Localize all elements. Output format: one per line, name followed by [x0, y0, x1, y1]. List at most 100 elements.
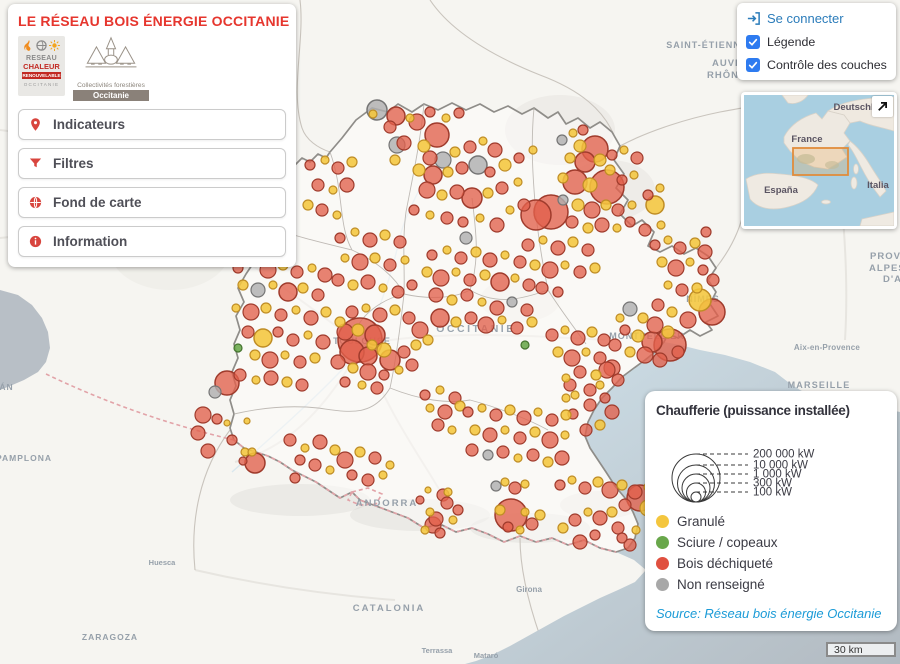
chaufferie-marker[interactable]	[361, 473, 375, 487]
chaufferie-marker[interactable]	[311, 178, 325, 192]
chaufferie-marker[interactable]	[241, 325, 255, 339]
chaufferie-marker[interactable]	[437, 404, 453, 420]
chaufferie-marker[interactable]	[589, 262, 601, 274]
chaufferie-marker[interactable]	[289, 472, 301, 484]
chaufferie-marker[interactable]	[424, 122, 450, 148]
chaufferie-marker[interactable]	[582, 177, 598, 193]
chaufferie-marker[interactable]	[347, 362, 359, 374]
menu-item-filtres[interactable]: Filtres	[18, 148, 286, 179]
chaufferie-marker[interactable]	[366, 339, 378, 351]
chaufferie-marker[interactable]	[334, 316, 346, 328]
chaufferie-marker[interactable]	[214, 370, 240, 396]
chaufferie-marker[interactable]	[406, 279, 418, 291]
chaufferie-marker[interactable]	[622, 301, 638, 317]
chaufferie-marker[interactable]	[671, 345, 685, 359]
chaufferie-marker[interactable]	[608, 338, 622, 352]
chaufferie-marker[interactable]	[434, 151, 452, 169]
chaufferie-marker[interactable]	[420, 525, 430, 535]
chaufferie-marker[interactable]	[568, 128, 578, 138]
chaufferie-marker[interactable]	[500, 477, 510, 487]
chaufferie-marker[interactable]	[350, 227, 360, 237]
chaufferie-marker[interactable]	[482, 427, 498, 443]
chaufferie-marker[interactable]	[541, 261, 559, 279]
chaufferie-marker[interactable]	[638, 223, 652, 237]
chaufferie-marker[interactable]	[691, 282, 703, 294]
chaufferie-marker[interactable]	[500, 250, 510, 260]
chaufferie-marker[interactable]	[663, 280, 673, 290]
chaufferie-marker[interactable]	[679, 311, 697, 329]
chaufferie-marker[interactable]	[434, 527, 446, 539]
chaufferie-marker[interactable]	[368, 451, 382, 465]
chaufferie-marker[interactable]	[666, 306, 678, 318]
chaufferie-marker[interactable]	[482, 252, 498, 268]
chaufferie-marker[interactable]	[510, 273, 520, 283]
chaufferie-marker[interactable]	[508, 481, 522, 495]
chaufferie-marker[interactable]	[594, 217, 610, 233]
chaufferie-marker[interactable]	[200, 443, 216, 459]
chaufferie-marker[interactable]	[475, 213, 485, 223]
chaufferie-marker[interactable]	[513, 453, 523, 463]
chaufferie-marker[interactable]	[593, 351, 607, 365]
chaufferie-marker[interactable]	[460, 288, 474, 302]
chaufferie-marker[interactable]	[594, 419, 606, 431]
chaufferie-marker[interactable]	[616, 532, 628, 544]
chaufferie-marker[interactable]	[334, 232, 346, 244]
chaufferie-marker[interactable]	[490, 480, 502, 492]
chaufferie-marker[interactable]	[447, 425, 457, 435]
chaufferie-marker[interactable]	[385, 460, 395, 470]
chaufferie-marker[interactable]	[599, 392, 611, 404]
chaufferie-marker[interactable]	[567, 475, 577, 485]
chaufferie-marker[interactable]	[606, 149, 618, 161]
chaufferie-marker[interactable]	[556, 134, 568, 146]
chaufferie-marker[interactable]	[295, 378, 309, 392]
chaufferie-marker[interactable]	[454, 400, 466, 412]
chaufferie-marker[interactable]	[459, 231, 473, 245]
chaufferie-marker[interactable]	[520, 479, 530, 489]
chaufferie-marker[interactable]	[359, 363, 377, 381]
chaufferie-marker[interactable]	[495, 181, 509, 195]
chaufferie-marker[interactable]	[244, 452, 266, 474]
chaufferie-marker[interactable]	[268, 280, 278, 290]
chaufferie-marker[interactable]	[417, 139, 431, 153]
chaufferie-marker[interactable]	[396, 135, 412, 151]
chaufferie-marker[interactable]	[612, 223, 622, 233]
chaufferie-marker[interactable]	[652, 352, 668, 368]
checkbox-checked-icon[interactable]	[746, 58, 760, 72]
chaufferie-marker[interactable]	[231, 303, 241, 313]
chaufferie-marker[interactable]	[597, 333, 611, 347]
chaufferie-marker[interactable]	[534, 509, 546, 521]
chaufferie-marker[interactable]	[450, 316, 462, 328]
chaufferie-marker[interactable]	[563, 349, 581, 367]
chaufferie-marker[interactable]	[315, 334, 331, 350]
chaufferie-marker[interactable]	[424, 486, 432, 494]
chaufferie-marker[interactable]	[663, 235, 673, 245]
chaufferie-marker[interactable]	[194, 406, 212, 424]
chaufferie-marker[interactable]	[331, 273, 345, 287]
chaufferie-marker[interactable]	[226, 434, 238, 446]
chaufferie-marker[interactable]	[496, 445, 510, 459]
chaufferie-marker[interactable]	[425, 210, 435, 220]
chaufferie-marker[interactable]	[623, 538, 637, 552]
chaufferie-marker[interactable]	[513, 177, 523, 187]
chaufferie-marker[interactable]	[578, 481, 592, 495]
overview-map[interactable]: Deutschland France España Italia	[744, 95, 894, 226]
chaufferie-marker[interactable]	[436, 189, 448, 201]
chaufferie-marker[interactable]	[542, 456, 554, 468]
chaufferie-marker[interactable]	[489, 217, 505, 233]
chaufferie-marker[interactable]	[583, 398, 597, 412]
chaufferie-marker[interactable]	[479, 269, 491, 281]
chaufferie-marker[interactable]	[689, 237, 701, 249]
chaufferie-marker[interactable]	[572, 534, 588, 550]
chaufferie-marker[interactable]	[297, 282, 309, 294]
layer-toggle-légende[interactable]: Légende	[746, 35, 887, 49]
chaufferie-marker[interactable]	[320, 306, 332, 318]
chaufferie-marker[interactable]	[477, 403, 487, 413]
menu-item-indicateurs[interactable]: Indicateurs	[18, 109, 286, 140]
chaufferie-marker[interactable]	[440, 496, 454, 510]
chaufferie-marker[interactable]	[378, 470, 388, 480]
chaufferie-marker[interactable]	[685, 257, 695, 267]
chaufferie-marker[interactable]	[346, 469, 358, 481]
chaufferie-marker[interactable]	[190, 425, 206, 441]
chaufferie-marker[interactable]	[243, 417, 251, 425]
chaufferie-marker[interactable]	[627, 200, 637, 210]
